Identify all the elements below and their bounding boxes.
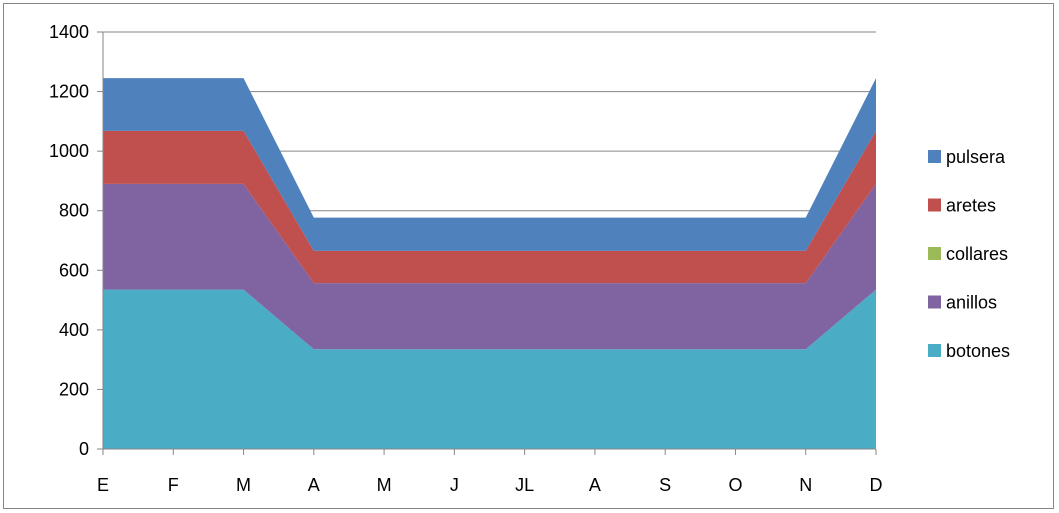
x-tick-label: E <box>97 475 109 495</box>
x-tick-label: JL <box>515 475 534 495</box>
legend-label-botones: botones <box>946 341 1010 361</box>
legend-swatch-anillos <box>928 295 941 309</box>
x-tick-label: O <box>728 475 742 495</box>
area-series <box>103 78 876 449</box>
x-tick-label: A <box>308 475 320 495</box>
y-tick-label: 1000 <box>49 141 89 161</box>
y-tick-label: 1200 <box>49 82 89 102</box>
area-botones <box>103 289 876 449</box>
x-tick-label: S <box>659 475 671 495</box>
y-tick-label: 1400 <box>49 22 89 42</box>
area-pulsera <box>103 78 876 251</box>
x-tick-label: M <box>377 475 392 495</box>
x-tick-label: D <box>870 475 883 495</box>
y-tick-label: 600 <box>59 260 89 280</box>
x-tick-label: M <box>236 475 251 495</box>
y-tick-label: 400 <box>59 320 89 340</box>
legend-swatch-aretes <box>928 198 941 212</box>
legend-label-anillos: anillos <box>946 293 997 313</box>
legend-label-pulsera: pulsera <box>946 147 1006 167</box>
y-tick-labels: 0 200 400 600 800 1000 1200 1400 <box>49 22 89 459</box>
area-anillos <box>103 183 876 350</box>
legend: pulsera aretes collares anillos botones <box>928 147 1010 361</box>
legend-swatch-botones <box>928 344 941 357</box>
legend-label-aretes: aretes <box>946 196 996 216</box>
x-tick-label: F <box>168 475 179 495</box>
x-tick-label: A <box>589 475 601 495</box>
legend-swatch-pulsera <box>928 150 941 163</box>
x-tick-label: N <box>799 475 812 495</box>
legend-swatch-collares <box>928 247 941 260</box>
area-aretes <box>103 130 876 284</box>
x-tick-labels: E F M A M J JL A S O N D <box>97 475 883 495</box>
y-tick-label: 0 <box>79 439 89 459</box>
y-tick-label: 200 <box>59 379 89 399</box>
legend-label-collares: collares <box>946 244 1008 264</box>
y-tick-label: 800 <box>59 201 89 221</box>
x-tick-label: J <box>450 475 459 495</box>
axes <box>97 31 877 455</box>
